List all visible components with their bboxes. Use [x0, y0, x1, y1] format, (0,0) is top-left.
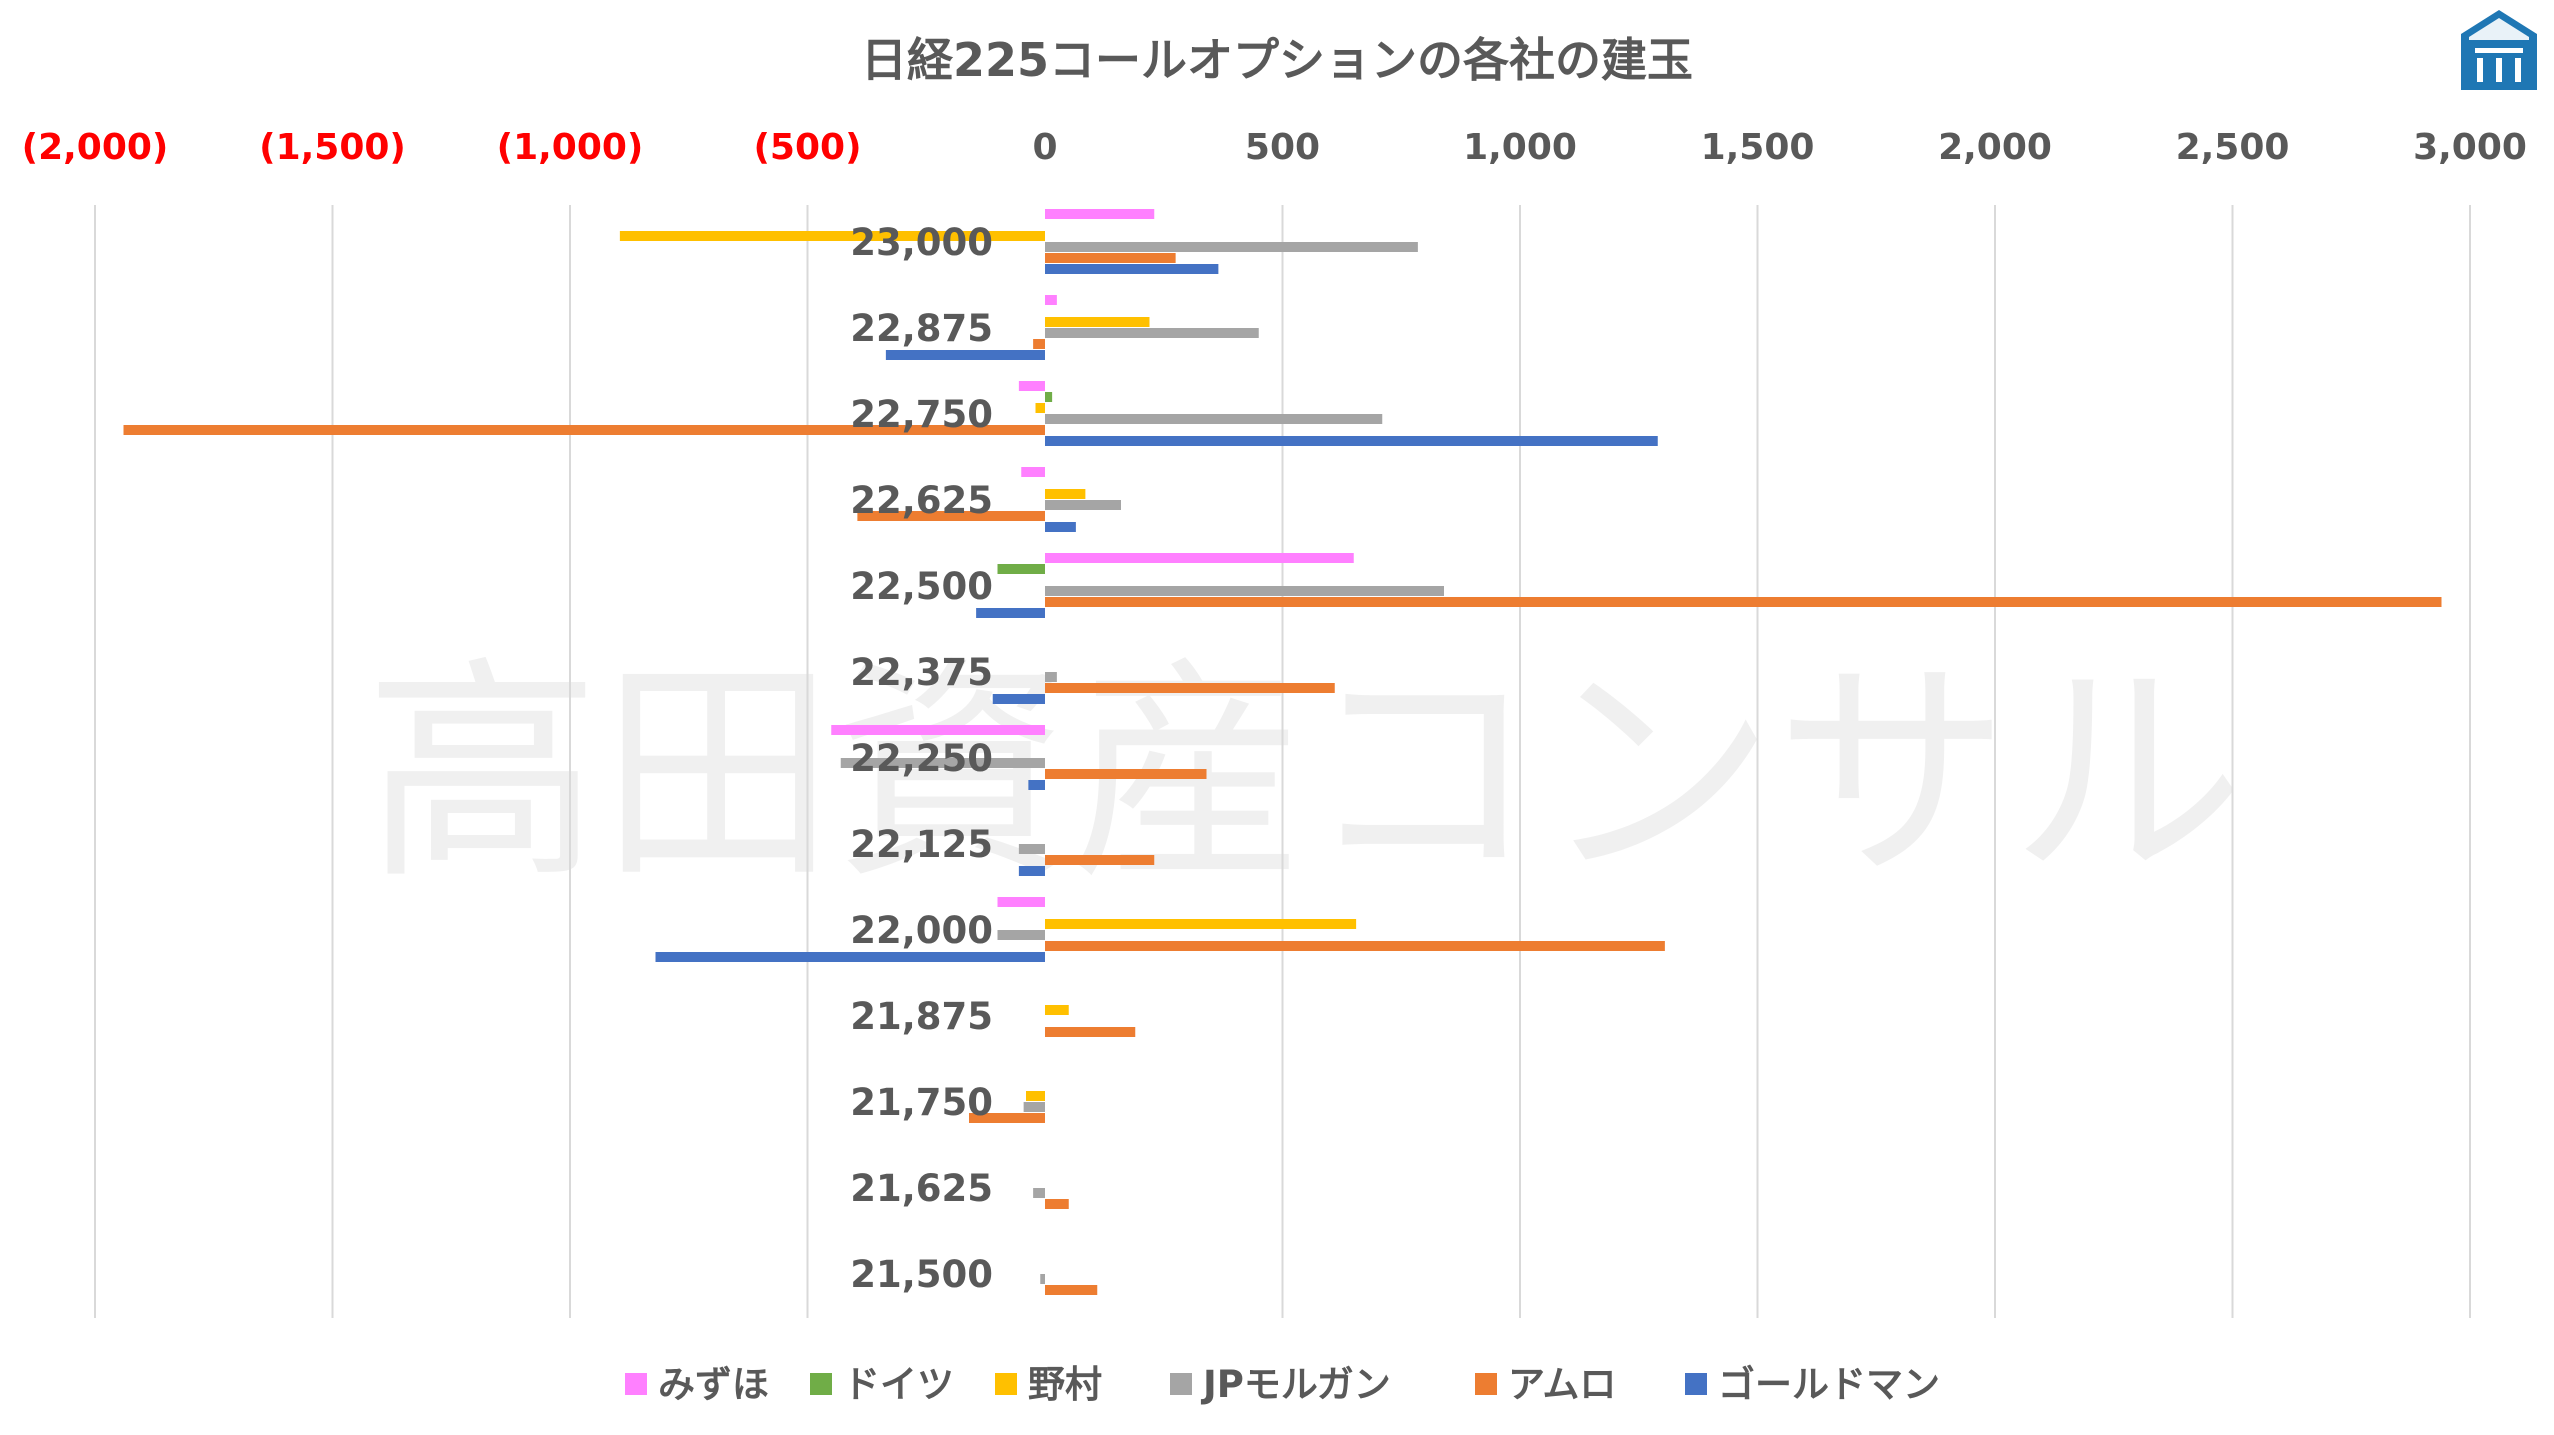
bar [1045, 392, 1053, 402]
legend-label: アムロ [1508, 1363, 1616, 1406]
gridlines [94, 205, 2471, 1318]
bar [1045, 500, 1121, 510]
bar [1018, 866, 1045, 876]
bar [857, 511, 1045, 521]
bar [997, 564, 1045, 574]
bar [1045, 328, 1259, 338]
category-label: 22,125 [850, 823, 993, 866]
x-tick-label: 1,500 [1701, 127, 1815, 168]
bar [1045, 436, 1658, 446]
x-tick-label: 500 [1245, 127, 1320, 168]
bar [1040, 1274, 1045, 1284]
bar [1018, 381, 1045, 391]
bar [1045, 586, 1444, 596]
category-label: 21,750 [850, 1081, 993, 1124]
legend-label: ドイツ [843, 1363, 954, 1406]
x-tick-label: 1,000 [1463, 127, 1577, 168]
category-label: 23,000 [850, 221, 993, 264]
bar [969, 1113, 1045, 1123]
bar [1045, 414, 1383, 424]
bar [1045, 1005, 1069, 1015]
bar [1045, 1285, 1098, 1295]
bar [1045, 522, 1076, 532]
bar [1035, 403, 1045, 413]
legend-swatch [1685, 1373, 1707, 1395]
x-tick-label: (500) [753, 127, 861, 168]
category-label: 22,750 [850, 393, 993, 436]
bar [655, 952, 1045, 962]
x-tick-label: (1,500) [259, 127, 406, 168]
x-tick-label: 2,500 [2176, 127, 2290, 168]
legend-swatch [995, 1373, 1017, 1395]
bar [992, 694, 1045, 704]
bar [1021, 467, 1045, 477]
bar [619, 231, 1045, 241]
bar [1045, 683, 1335, 693]
bar [1026, 1091, 1045, 1101]
bar [1045, 672, 1057, 682]
bar [1045, 489, 1086, 499]
bar [1028, 780, 1045, 790]
category-label: 22,000 [850, 909, 993, 952]
x-tick-label: 3,000 [2413, 127, 2527, 168]
bar [1033, 1188, 1045, 1198]
bar [1045, 919, 1357, 929]
bar [1045, 264, 1219, 274]
category-label: 22,500 [850, 565, 993, 608]
category-label: 22,875 [850, 307, 993, 350]
bar [1045, 1199, 1069, 1209]
legend-swatch [1170, 1373, 1192, 1395]
bar [1033, 339, 1045, 349]
x-tick-label: 2,000 [1938, 127, 2052, 168]
legend-label: 野村 [1028, 1363, 1102, 1406]
legend-label: JPモルガン [1200, 1363, 1391, 1406]
bar [1045, 253, 1176, 263]
legend-label: ゴールドマン [1718, 1363, 1940, 1406]
category-label: 21,875 [850, 995, 993, 1038]
x-tick-label: 0 [1032, 127, 1057, 168]
category-label: 22,375 [850, 651, 993, 694]
legend: みずほ ドイツ 野村 JPモルガン アムロ ゴールドマン [625, 1363, 1940, 1406]
legend-swatch [810, 1373, 832, 1395]
watermark: 高田資産コンサル [365, 638, 2245, 911]
bar [1045, 317, 1150, 327]
legend-swatch [1475, 1373, 1497, 1395]
bar [976, 608, 1045, 618]
bar [1023, 1102, 1045, 1112]
bar [1045, 597, 2442, 607]
bar [997, 897, 1045, 907]
x-tick-label: (2,000) [22, 127, 169, 168]
bar [123, 425, 1045, 435]
legend-label: みずほ [658, 1363, 769, 1406]
category-labels: 23,000 22,875 22,750 22,625 22,500 22,375 22,2… [850, 221, 993, 1296]
x-tick-label: (1,000) [497, 127, 644, 168]
bar [1045, 209, 1155, 219]
company-logo-icon [2461, 10, 2537, 90]
bar [997, 930, 1045, 940]
category-label: 21,500 [850, 1253, 993, 1296]
bar [1045, 1027, 1136, 1037]
legend-swatch [625, 1373, 647, 1395]
bar [885, 350, 1045, 360]
bar [1045, 242, 1418, 252]
bar [840, 758, 1045, 768]
category-label: 22,625 [850, 479, 993, 522]
bar [1045, 769, 1207, 779]
chart-title: 日経225コールオプションの各社の建玉 [861, 33, 1693, 87]
bar [1045, 941, 1665, 951]
bar [1018, 844, 1045, 854]
x-axis-ticks: (2,000) (1,500) (1,000) (500) 0 500 1,000 1,500… [22, 127, 2527, 168]
bar [1045, 553, 1354, 563]
category-label: 21,625 [850, 1167, 993, 1210]
bar [1045, 855, 1155, 865]
category-label: 22,250 [850, 737, 993, 780]
bar [1045, 295, 1057, 305]
bar [831, 725, 1045, 735]
bars [123, 209, 2442, 1295]
